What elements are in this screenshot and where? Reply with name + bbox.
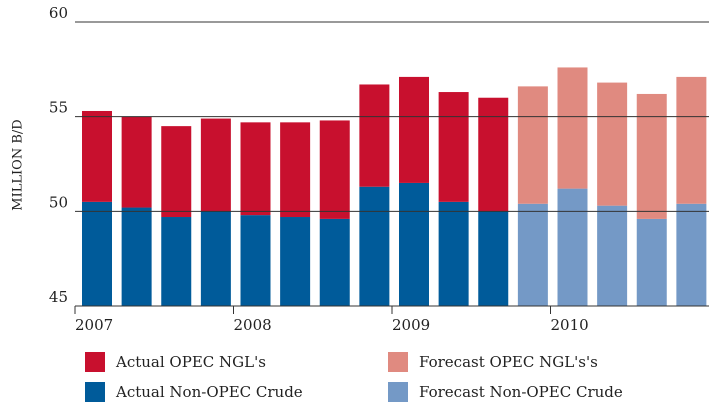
legend-swatch	[388, 382, 408, 402]
legend-swatch	[85, 382, 105, 402]
y-tick-label: 50	[49, 193, 68, 211]
legend-swatch	[388, 352, 408, 372]
bar-segment	[438, 201, 469, 306]
bar-segment	[438, 92, 469, 202]
y-axis-label: MILLION B/D	[11, 119, 26, 210]
bar-segment	[200, 118, 231, 212]
bar-segment	[200, 211, 231, 306]
legend-label: Actual OPEC NGL's	[115, 353, 266, 371]
bar-segment	[636, 93, 667, 219]
x-tick-label: 2009	[392, 316, 430, 334]
bar-segment	[359, 84, 390, 187]
y-tick-label: 60	[49, 4, 68, 22]
bar-segment	[557, 188, 588, 306]
bar-segment	[121, 207, 152, 306]
bar-segment	[319, 218, 350, 306]
bar-segment	[280, 217, 311, 306]
bar-segment	[319, 120, 350, 219]
bar-segment	[676, 203, 707, 306]
x-tick-label: 2007	[75, 316, 113, 334]
bar-segment	[399, 76, 429, 183]
bar-segment	[478, 97, 509, 212]
bar-segment	[240, 122, 271, 216]
bar-segment	[82, 201, 112, 306]
bar-segment	[478, 211, 509, 306]
bar-segment	[557, 67, 588, 189]
bar-segment	[597, 82, 628, 206]
legend-label: Actual Non-OPEC Crude	[115, 383, 303, 401]
bar-segment	[399, 182, 429, 306]
legend-label: Forecast OPEC NGL's's	[419, 353, 598, 371]
y-tick-label: 55	[49, 99, 68, 117]
bar-segment	[161, 126, 192, 218]
legend-swatch	[85, 352, 105, 372]
bar-segment	[240, 215, 271, 306]
bar-segment	[82, 110, 112, 202]
x-tick-label: 2008	[234, 316, 272, 334]
bar-segment	[161, 217, 192, 306]
bar-segment	[280, 122, 311, 218]
y-tick-label: 45	[49, 288, 68, 306]
legend-label: Forecast Non-OPEC Crude	[419, 383, 623, 401]
bar-segment	[121, 116, 152, 208]
bar-segment	[359, 186, 390, 306]
bar-segment	[517, 203, 548, 306]
bar-segment	[636, 218, 667, 306]
bar-segment	[676, 76, 707, 204]
bar-segment	[517, 86, 548, 204]
x-tick-label: 2010	[551, 316, 589, 334]
bar-segment	[597, 205, 628, 306]
